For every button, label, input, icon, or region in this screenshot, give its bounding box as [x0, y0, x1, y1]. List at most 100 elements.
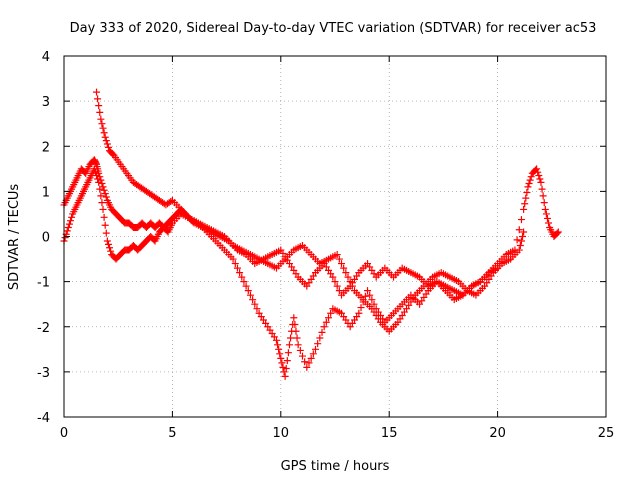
data-point-track-1 [543, 214, 551, 222]
data-point-track-1 [545, 219, 553, 227]
y-tick-label: 3 [42, 95, 50, 110]
data-point-track-2 [309, 350, 317, 358]
data-point-track-2 [357, 304, 365, 312]
data-point-track-2 [106, 244, 114, 252]
data-point-track-1 [534, 168, 542, 176]
data-point-track-2 [370, 300, 378, 308]
data-point-track-2 [276, 350, 284, 358]
data-point-track-2 [102, 229, 110, 237]
data-point-track-2 [101, 221, 109, 229]
data-point-track-1 [335, 287, 343, 295]
data-point-track-2 [91, 168, 99, 176]
data-point-track-2 [290, 314, 298, 322]
data-point-track-1 [553, 229, 561, 237]
data-point-track-2 [96, 185, 104, 193]
data-point-track-2 [291, 320, 299, 328]
data-point-track-2 [242, 282, 250, 290]
data-point-track-3 [519, 233, 527, 240]
data-point-track-1 [525, 179, 533, 187]
data-point-track-1 [520, 205, 528, 213]
data-point-track-2 [281, 372, 289, 380]
data-point-track-2 [311, 345, 319, 353]
data-point-track-2 [104, 240, 112, 248]
data-point-track-2 [305, 359, 313, 367]
data-point-track-2 [294, 341, 302, 349]
data-point-track-1 [523, 189, 531, 197]
data-point-track-3 [104, 143, 112, 151]
data-point-track-1 [517, 216, 525, 224]
data-point-track-1 [538, 185, 546, 193]
data-point-track-2 [303, 363, 311, 371]
data-point-track-3 [520, 228, 528, 236]
data-point-track-1 [331, 278, 339, 286]
data-point-track-3 [344, 273, 352, 281]
data-point-track-3 [99, 124, 107, 132]
data-point-track-2 [364, 287, 372, 295]
y-tick-label: -4 [37, 411, 50, 426]
data-point-track-2 [94, 175, 102, 183]
y-tick-label: 0 [42, 231, 50, 246]
data-point-track-2 [244, 287, 252, 295]
data-point-track-2 [274, 341, 282, 349]
data-point-track-3 [103, 140, 111, 148]
data-point-track-1 [526, 176, 534, 184]
data-point-track-2 [100, 213, 108, 221]
data-point-track-1 [537, 178, 545, 186]
data-point-track-2 [97, 192, 105, 200]
y-tick-label: -1 [37, 276, 50, 291]
data-point-track-1 [98, 179, 106, 187]
data-point-track-2 [65, 220, 73, 228]
data-point-track-2 [64, 223, 72, 231]
data-point-track-2 [240, 278, 248, 286]
data-point-track-3 [348, 282, 356, 290]
y-tick-label: -2 [37, 321, 50, 336]
y-tick-label: 1 [42, 185, 50, 200]
data-point-track-2 [238, 273, 246, 281]
axis-ticks: 0 5 10 15 20 25 -4 -3 -2 -1 0 1 2 3 4 [37, 50, 614, 441]
data-point-track-2 [95, 178, 103, 186]
data-point-track-3 [93, 88, 101, 96]
x-axis-label: GPS time / hours [281, 459, 390, 474]
data-point-track-3 [96, 108, 104, 116]
data-point-track-2 [292, 327, 300, 335]
data-point-track-2 [316, 334, 324, 342]
data-point-track-3 [517, 237, 525, 245]
data-point-track-3 [338, 260, 346, 268]
data-point-track-2 [366, 291, 374, 299]
data-point-track-2 [103, 237, 111, 245]
data-point-track-1 [329, 273, 337, 281]
data-point-track-1 [100, 186, 108, 194]
x-tick-label: 10 [273, 426, 290, 441]
data-point-track-1 [333, 282, 341, 290]
data-point-track-2 [68, 213, 76, 221]
data-point-track-1 [535, 172, 543, 180]
data-point-track-1 [513, 236, 521, 244]
data-point-track-2 [246, 291, 254, 299]
data-point-track-1 [542, 210, 550, 218]
data-point-track-2 [61, 234, 69, 242]
y-tick-label: 2 [42, 140, 50, 155]
data-point-track-2 [320, 323, 328, 331]
data-point-track-2 [324, 314, 332, 322]
y-tick-label: -3 [37, 366, 50, 381]
data-point-track-1 [102, 193, 110, 201]
data-point-track-3 [335, 255, 343, 263]
data-point-track-2 [229, 255, 237, 263]
x-tick-label: 15 [381, 426, 398, 441]
data-point-track-2 [368, 296, 376, 304]
data-point-track-2 [236, 269, 244, 277]
data-point-track-1 [533, 165, 541, 173]
data-point-track-2 [327, 309, 335, 317]
data-point-track-2 [355, 309, 363, 317]
data-point-track-2 [93, 172, 101, 180]
data-point-track-1 [539, 192, 547, 200]
y-axis-label: SDTVAR / TECUs [7, 184, 22, 291]
data-point-track-3 [97, 115, 105, 123]
data-point-track-2 [63, 227, 71, 235]
data-point-track-2 [283, 357, 291, 365]
data-point-track-2 [233, 264, 241, 272]
data-point-track-3 [516, 242, 524, 250]
data-point-track-1 [522, 194, 530, 202]
data-points [60, 88, 562, 380]
data-point-track-3 [333, 251, 341, 259]
